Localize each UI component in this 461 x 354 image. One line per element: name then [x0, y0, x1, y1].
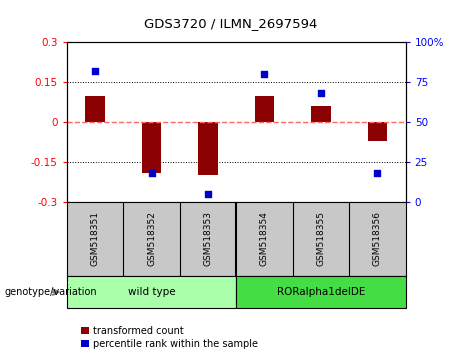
Bar: [67, 276, 236, 308]
Bar: [198, 122, 218, 175]
Text: GSM518354: GSM518354: [260, 211, 269, 267]
Bar: [85, 96, 105, 122]
Bar: [236, 276, 406, 308]
Text: GSM518356: GSM518356: [373, 211, 382, 267]
Bar: [311, 106, 331, 122]
Point: [317, 91, 325, 96]
Text: GSM518355: GSM518355: [316, 211, 325, 267]
Point: [374, 170, 381, 176]
Text: genotype/variation: genotype/variation: [5, 287, 97, 297]
Point: [148, 170, 155, 176]
Point: [204, 191, 212, 197]
Point: [91, 68, 99, 74]
Bar: [254, 96, 274, 122]
Text: GSM518352: GSM518352: [147, 211, 156, 267]
Bar: [142, 122, 161, 172]
Text: RORalpha1delDE: RORalpha1delDE: [277, 287, 365, 297]
Bar: [367, 122, 387, 141]
Text: GSM518351: GSM518351: [90, 211, 100, 267]
Text: GSM518353: GSM518353: [203, 211, 213, 267]
Text: wild type: wild type: [128, 287, 175, 297]
Text: GDS3720 / ILMN_2697594: GDS3720 / ILMN_2697594: [144, 17, 317, 30]
Point: [261, 72, 268, 77]
Legend: transformed count, percentile rank within the sample: transformed count, percentile rank withi…: [81, 326, 258, 349]
